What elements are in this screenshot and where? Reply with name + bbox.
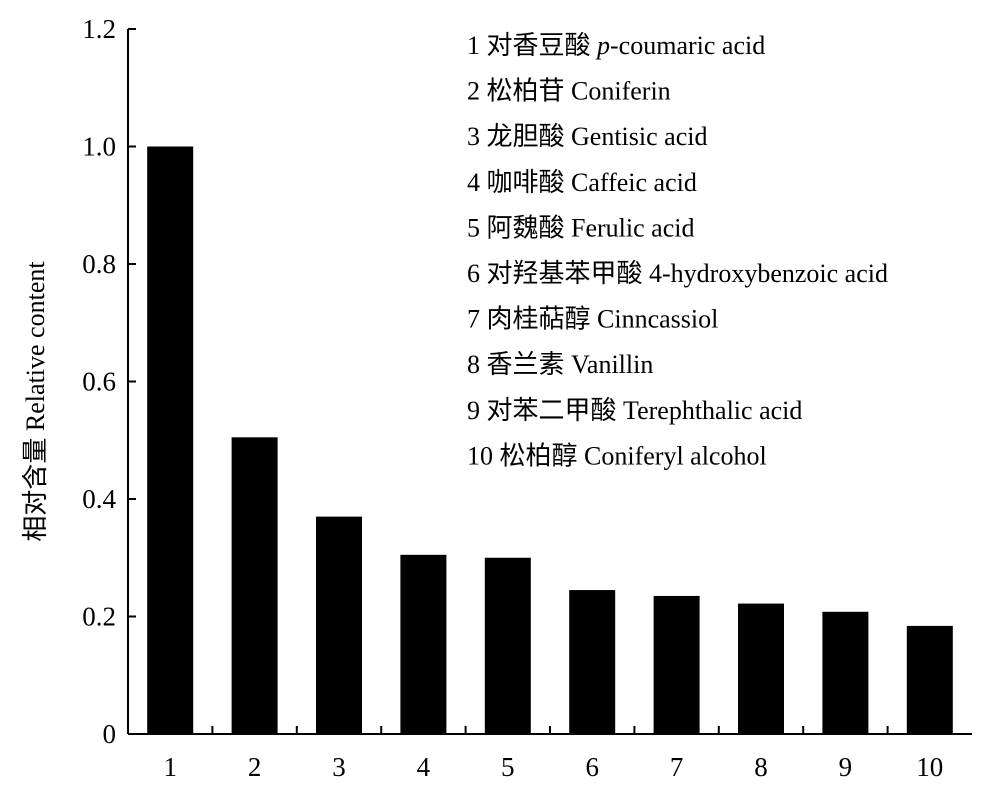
legend-item-2: 2 松柏苷 Coniferin — [467, 77, 671, 106]
bar-1 — [147, 146, 194, 734]
legend-number: 2 — [467, 77, 487, 106]
y-tick-label: 0.8 — [82, 249, 116, 279]
legend-chinese-name: 咖啡酸 — [487, 168, 572, 197]
bar-4 — [400, 554, 447, 734]
bar-8 — [738, 603, 784, 734]
x-tick-label-7: 7 — [670, 752, 684, 782]
legend-english-name: Caffeic acid — [571, 168, 697, 197]
bar-5 — [484, 557, 531, 734]
legend-item-4: 4 咖啡酸 Caffeic acid — [467, 168, 697, 197]
legend-item-9: 9 对苯二甲酸 Terephthalic acid — [467, 396, 802, 425]
y-axis-label: 相对含量 Relative content — [21, 261, 50, 542]
legend-number: 8 — [467, 350, 487, 379]
bar-10 — [906, 625, 953, 734]
legend: 1 对香豆酸 p-coumaric acid 2 松柏苷 Coniferin 3 龙… — [467, 31, 888, 470]
x-tick-label-4: 4 — [417, 752, 431, 782]
y-tick-label: 0 — [103, 719, 117, 749]
legend-chinese-name: 对羟基苯甲酸 — [487, 259, 650, 288]
legend-item-1: 1 对香豆酸 p-coumaric acid — [467, 31, 765, 60]
x-tick-label-3: 3 — [332, 752, 346, 782]
legend-number: 9 — [467, 396, 487, 425]
legend-english-name: Ferulic acid — [571, 213, 694, 242]
x-ticks-group: 1 2 3 4 5 6 7 8 9 10 — [163, 726, 943, 782]
legend-english-name: Terephthalic acid — [623, 396, 802, 425]
legend-chinese-name: 香兰素 — [487, 350, 572, 379]
legend-number: 3 — [467, 122, 487, 151]
x-tick-label-9: 9 — [839, 752, 853, 782]
y-tick-label: 0.2 — [82, 602, 116, 632]
legend-chinese-name: 松柏苷 — [487, 77, 572, 106]
bar-3 — [316, 516, 362, 734]
legend-chinese-name: 龙胆酸 — [487, 122, 572, 151]
legend-english-name: Coniferin — [571, 77, 671, 106]
legend-chinese-name: 肉桂萜醇 — [487, 305, 598, 334]
legend-number: 7 — [467, 305, 487, 334]
legend-number: 6 — [467, 259, 487, 288]
bars-group — [147, 146, 953, 734]
x-tick-label-1: 1 — [163, 752, 177, 782]
legend-item-6: 6 对羟基苯甲酸 4-hydroxybenzoic acid — [467, 259, 888, 288]
x-tick-label-2: 2 — [248, 752, 262, 782]
x-tick-label-6: 6 — [585, 752, 599, 782]
x-tick-label-10: 10 — [916, 752, 943, 782]
legend-english-name: 4-hydroxybenzoic acid — [649, 259, 888, 288]
legend-number: 4 — [467, 168, 487, 197]
legend-english-name: Vanillin — [571, 350, 653, 379]
y-ticks-group: 0 0.2 0.4 0.6 0.8 1.0 1.2 — [82, 14, 136, 749]
legend-chinese-name: 对苯二甲酸 — [487, 396, 624, 425]
x-tick-label-8: 8 — [754, 752, 768, 782]
legend-item-5: 5 阿魏酸 Ferulic acid — [467, 213, 694, 242]
legend-item-10: 10 松柏醇 Coniferyl alcohol — [467, 441, 767, 470]
legend-number: 1 — [467, 31, 487, 60]
legend-chinese-name: 松柏醇 — [500, 441, 585, 470]
legend-english-name: Gentisic acid — [571, 122, 707, 151]
bar-7 — [653, 595, 700, 734]
legend-number: 5 — [467, 213, 487, 242]
legend-english-name: Coniferyl alcohol — [584, 441, 767, 470]
legend-item-8: 8 香兰素 Vanillin — [467, 350, 653, 379]
legend-item-7: 7 肉桂萜醇 Cinncassiol — [467, 305, 718, 334]
legend-number: 10 — [467, 441, 500, 470]
legend-chinese-name: 阿魏酸 — [487, 213, 572, 242]
legend-item-3: 3 龙胆酸 Gentisic acid — [467, 122, 707, 151]
y-tick-label: 0.4 — [82, 484, 116, 514]
y-tick-label: 0.6 — [82, 367, 116, 397]
legend-chinese-name: 对香豆酸 — [487, 31, 598, 60]
y-tick-label: 1.0 — [82, 132, 116, 162]
y-tick-label: 1.2 — [82, 14, 116, 44]
legend-italic-prefix: p — [595, 31, 610, 60]
bar-2 — [231, 437, 278, 734]
bar-9 — [822, 611, 869, 734]
legend-english-name: -coumaric acid — [610, 31, 765, 60]
bar-6 — [569, 590, 616, 734]
x-tick-label-5: 5 — [501, 752, 515, 782]
legend-english-name: Cinncassiol — [597, 305, 718, 334]
